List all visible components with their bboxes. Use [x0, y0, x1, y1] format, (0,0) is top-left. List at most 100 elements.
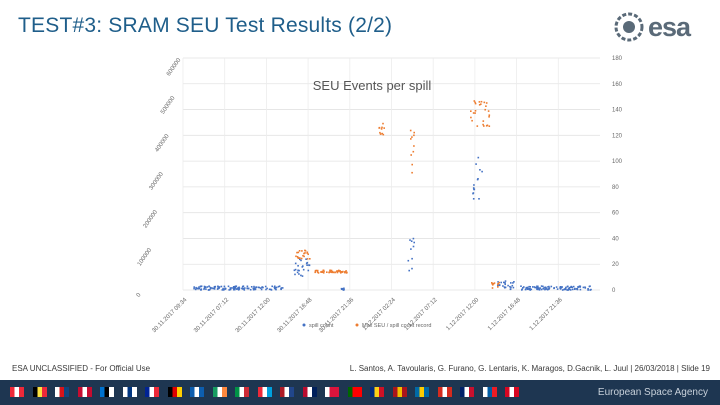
point-max-seu: [304, 250, 307, 252]
point-spill-count: [566, 285, 569, 288]
point-spill-count: [587, 289, 589, 291]
point-spill-count: [247, 287, 250, 290]
point-spill-count: [234, 287, 237, 289]
point-max-seu: [488, 116, 490, 118]
right-tick-label: 0: [612, 288, 616, 294]
point-max-seu: [381, 132, 383, 135]
point-spill-count: [280, 287, 283, 289]
point-spill-count: [242, 285, 245, 287]
esa-logo-text: esa: [648, 12, 691, 42]
point-spill-count: [574, 287, 576, 290]
point-max-seu: [379, 133, 382, 135]
point-max-seu: [315, 269, 318, 272]
point-max-seu: [487, 110, 490, 112]
point-spill-count: [302, 268, 305, 271]
point-spill-count: [411, 267, 413, 270]
point-spill-count: [559, 288, 562, 290]
point-spill-count: [206, 286, 209, 288]
point-spill-count: [579, 285, 582, 288]
point-spill-count: [343, 288, 345, 291]
point-spill-count: [481, 170, 483, 173]
point-spill-count: [268, 288, 271, 291]
right-axis-ticks: 0 20 40 60 80 100 120 140 160 180: [612, 56, 623, 294]
point-spill-count: [233, 288, 236, 291]
flag-finland-icon: [122, 387, 137, 397]
point-spill-count: [553, 287, 555, 289]
x-tick-label: 30.11.2017 09:34: [151, 297, 188, 334]
flag-norway-icon: [302, 387, 317, 397]
legend-ratio-label: Max SEU / spill count record: [362, 323, 431, 329]
point-spill-count: [213, 286, 216, 289]
point-max-seu: [488, 125, 491, 127]
point-max-seu: [382, 122, 384, 125]
point-spill-count: [528, 285, 530, 288]
point-spill-count: [277, 285, 280, 288]
point-spill-count: [537, 285, 539, 288]
point-spill-count: [252, 287, 255, 290]
point-spill-count: [200, 285, 203, 287]
chart-legend: spill count Max SEU / spill count record: [302, 323, 431, 329]
point-spill-count: [559, 287, 561, 289]
right-tick-label: 80: [612, 185, 619, 191]
point-spill-count: [254, 288, 257, 291]
point-spill-count: [260, 288, 263, 291]
point-max-seu: [345, 270, 347, 272]
point-spill-count: [274, 285, 276, 288]
point-spill-count: [205, 288, 207, 290]
point-spill-count: [589, 285, 591, 287]
flag-poland-icon: [325, 387, 339, 397]
seu-chart: 0 100000 200000 300000 400000 500000 600000 0 2…: [136, 56, 623, 334]
point-spill-count: [510, 286, 512, 289]
point-spill-count: [567, 289, 569, 291]
point-spill-count: [307, 269, 310, 272]
point-max-seu: [332, 271, 335, 274]
point-max-seu: [309, 258, 311, 260]
point-spill-count: [297, 265, 299, 267]
point-max-seu: [336, 270, 338, 272]
flag-spain-icon: [392, 387, 407, 397]
point-max-seu: [470, 116, 472, 119]
flag-portugal-icon: [347, 387, 362, 397]
point-spill-count: [503, 286, 506, 288]
point-max-seu: [299, 257, 301, 259]
point-spill-count: [409, 239, 411, 241]
flag-czech-icon: [55, 387, 69, 397]
point-spill-count: [560, 286, 563, 288]
point-max-seu: [491, 287, 494, 289]
left-tick-label: 200000: [143, 209, 160, 229]
point-max-seu: [296, 256, 299, 258]
point-spill-count: [278, 285, 281, 287]
point-max-seu: [300, 257, 303, 260]
point-spill-count: [475, 163, 477, 165]
flag-uk-icon: [460, 387, 474, 397]
point-spill-count: [548, 287, 551, 289]
point-spill-count: [343, 287, 345, 290]
point-spill-count: [526, 286, 529, 289]
point-spill-count: [217, 287, 219, 290]
point-spill-count: [193, 287, 195, 290]
point-spill-count: [305, 258, 307, 260]
point-spill-count: [525, 286, 528, 289]
point-spill-count: [473, 188, 475, 191]
point-max-seu: [485, 102, 488, 104]
flag-greece-icon: [190, 387, 204, 397]
point-spill-count: [534, 286, 536, 289]
point-max-seu: [326, 271, 328, 273]
point-spill-count: [229, 287, 232, 289]
point-spill-count: [244, 287, 246, 289]
point-max-seu: [492, 284, 494, 286]
point-spill-count: [237, 288, 239, 290]
point-spill-count: [266, 287, 268, 290]
left-tick-label: 0: [136, 292, 143, 299]
point-spill-count: [341, 288, 343, 290]
point-max-seu: [329, 271, 331, 273]
point-spill-count: [224, 288, 226, 290]
flag-romania-icon: [370, 387, 384, 397]
point-max-seu: [411, 171, 413, 174]
point-spill-count: [497, 281, 499, 283]
point-spill-count: [246, 285, 249, 288]
left-tick-label: 400000: [154, 133, 171, 153]
chart-points: [193, 100, 592, 291]
point-max-seu: [295, 255, 297, 258]
point-spill-count: [559, 286, 562, 288]
